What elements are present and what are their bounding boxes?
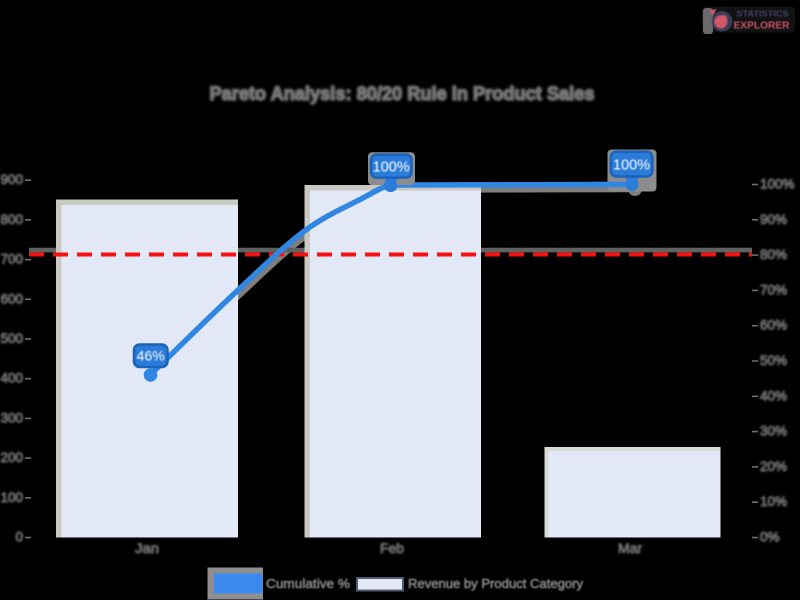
svg-text:EXPLORER: EXPLORER (734, 21, 791, 32)
svg-text:400: 400 (0, 371, 23, 386)
svg-text:30%: 30% (760, 424, 787, 439)
svg-text:100%: 100% (760, 177, 795, 192)
svg-text:20%: 20% (760, 459, 787, 474)
svg-text:900: 900 (0, 172, 23, 187)
svg-text:100: 100 (0, 490, 23, 505)
svg-text:800: 800 (0, 212, 23, 227)
svg-text:500: 500 (0, 331, 23, 346)
svg-text:600: 600 (0, 291, 23, 306)
svg-text:Mar: Mar (618, 541, 643, 556)
svg-text:80%: 80% (760, 247, 787, 262)
svg-text:90%: 90% (760, 212, 787, 227)
svg-text:Cumulative %: Cumulative % (266, 576, 350, 591)
svg-text:0%: 0% (760, 530, 780, 545)
svg-text:50%: 50% (760, 353, 787, 368)
svg-text:0: 0 (15, 530, 23, 545)
svg-text:Jan: Jan (135, 541, 159, 556)
svg-text:Revenue by Product Category: Revenue by Product Category (408, 576, 584, 591)
svg-text:70%: 70% (760, 282, 787, 297)
svg-text:100%: 100% (613, 157, 650, 173)
svg-text:300: 300 (0, 410, 23, 425)
svg-text:10%: 10% (760, 494, 787, 509)
svg-text:100%: 100% (373, 159, 410, 175)
svg-text:60%: 60% (760, 318, 787, 333)
svg-text:Pareto Analysis: 80/20 Rule in: Pareto Analysis: 80/20 Rule in Product S… (210, 84, 595, 105)
svg-text:46%: 46% (137, 348, 165, 364)
svg-text:40%: 40% (760, 388, 787, 403)
svg-text:700: 700 (0, 252, 23, 267)
svg-text:STATISTICS: STATISTICS (737, 9, 789, 19)
svg-text:Feb: Feb (380, 541, 404, 556)
svg-text:200: 200 (0, 450, 23, 465)
